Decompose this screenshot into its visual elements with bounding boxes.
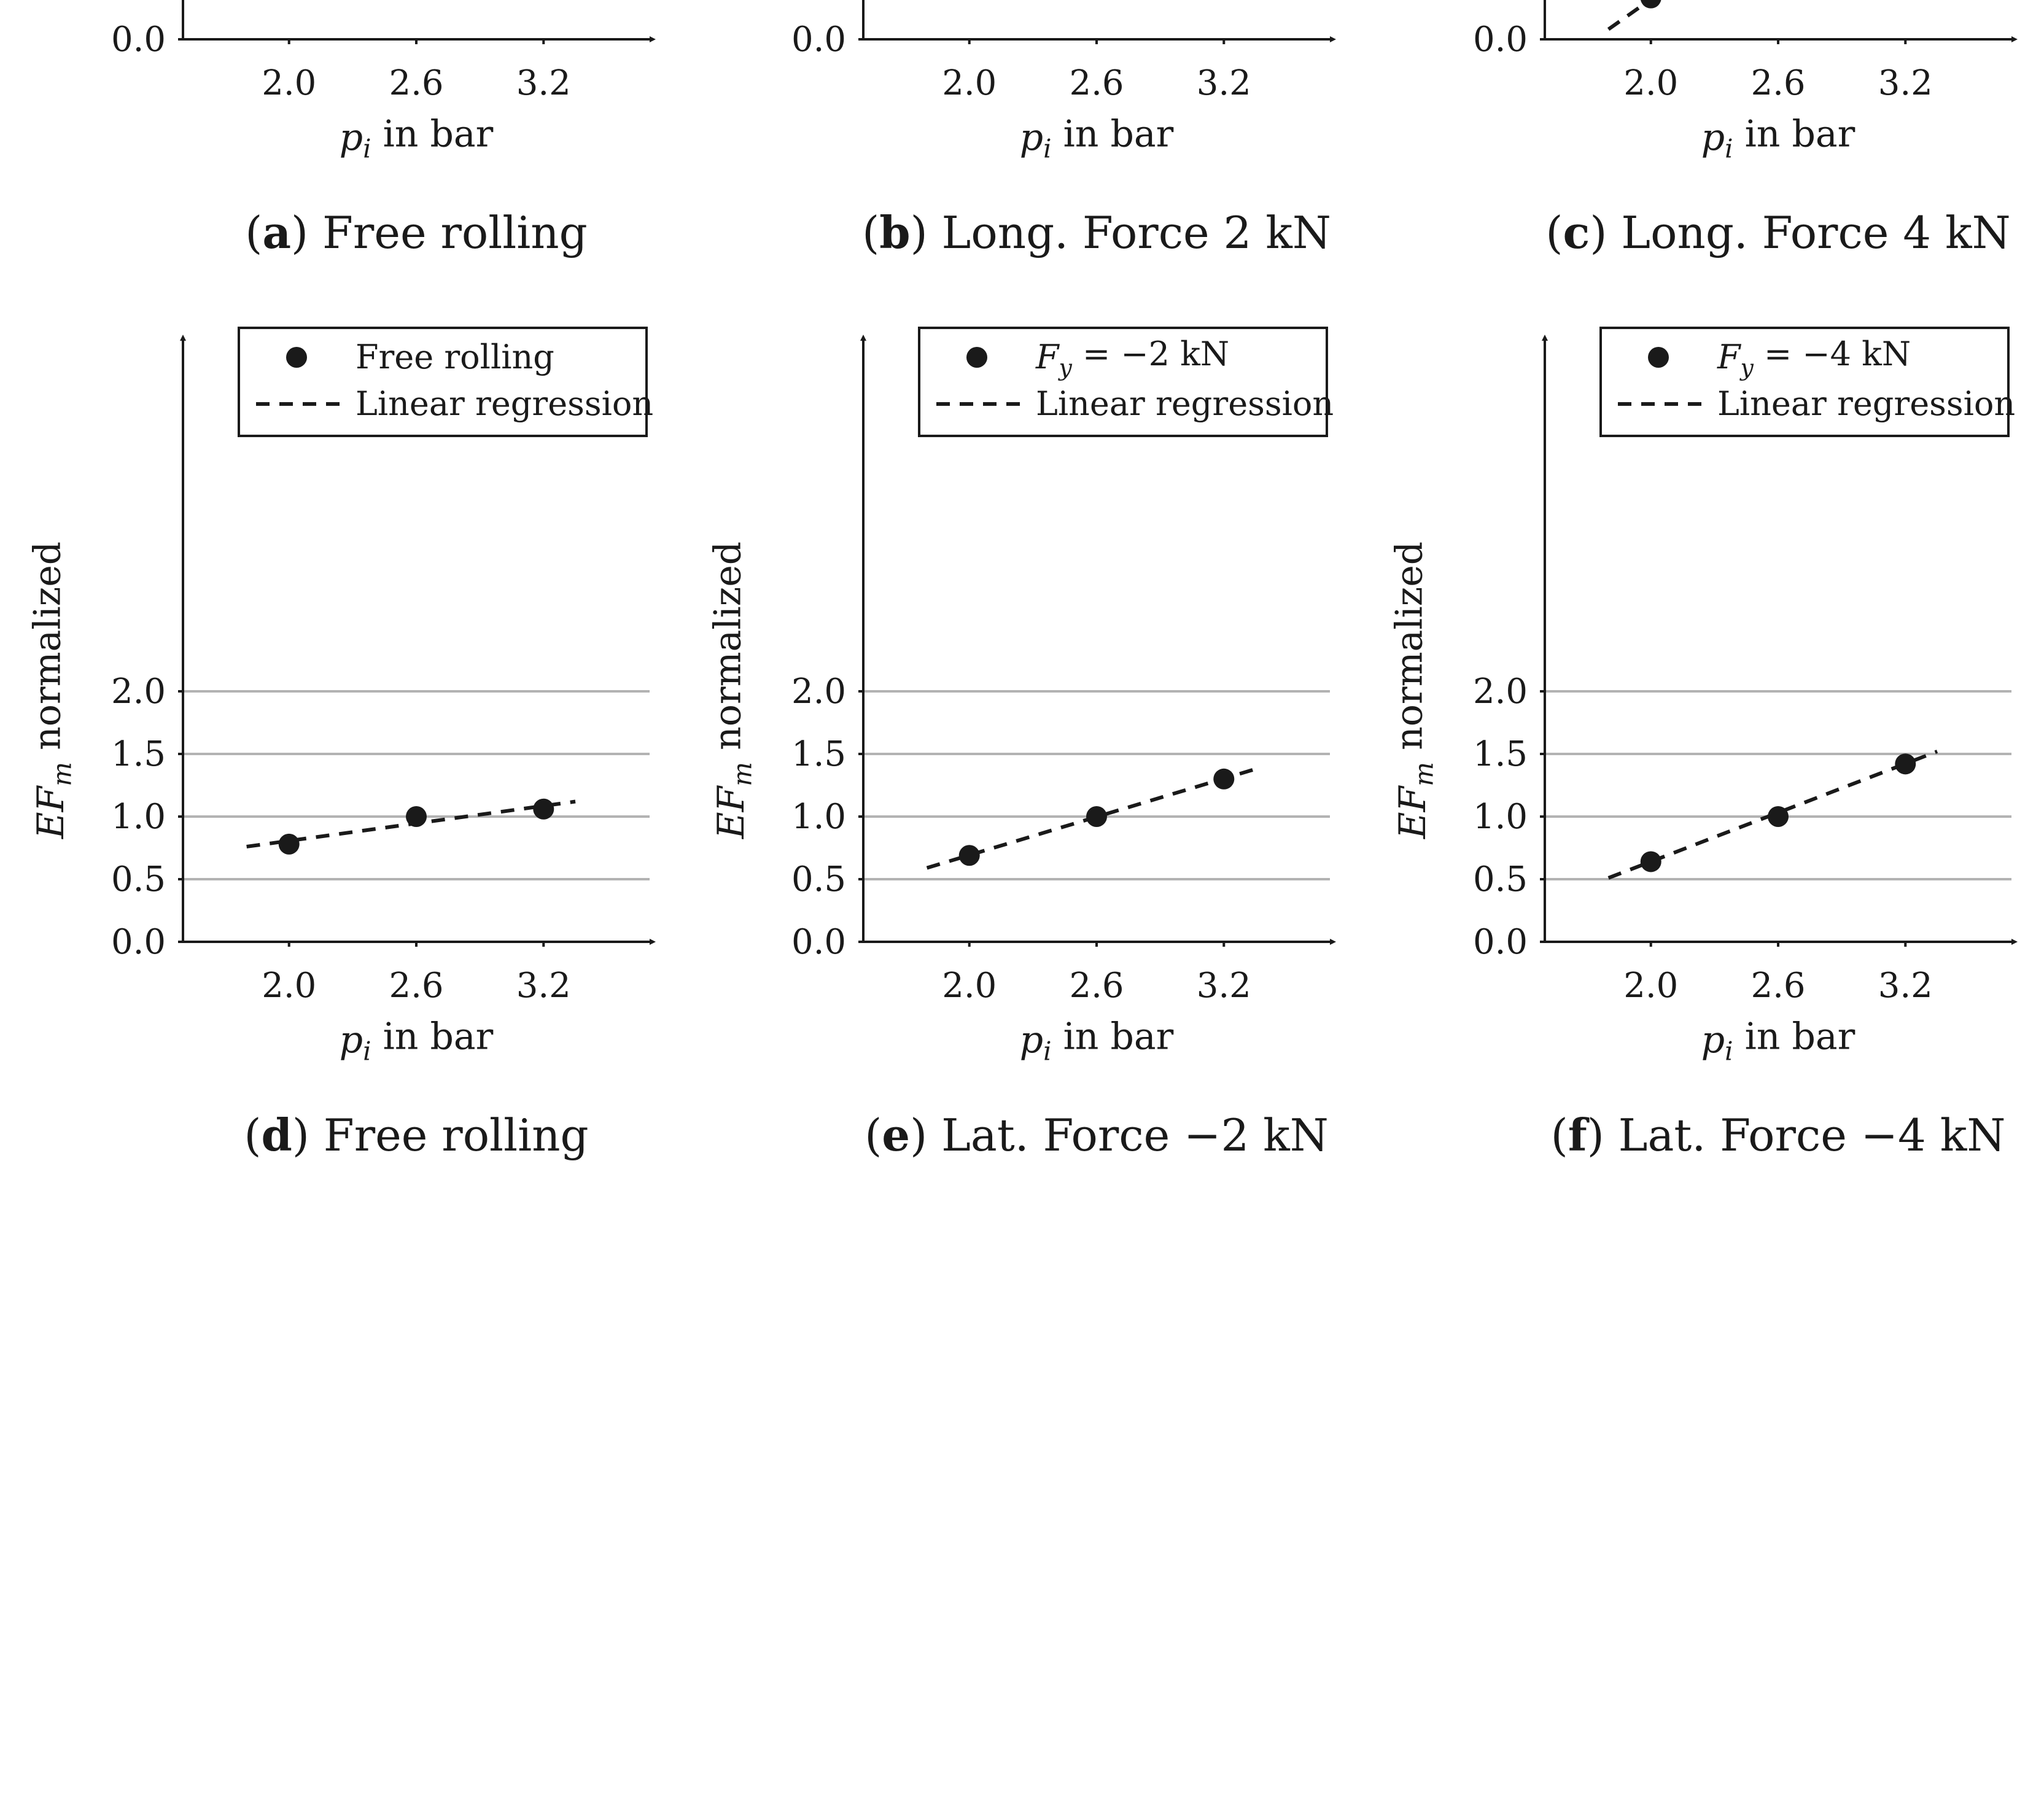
x-tick-label: 2.0	[1623, 966, 1678, 1006]
data-point	[278, 833, 300, 855]
y-tick-label: 0.0	[1473, 922, 1528, 962]
legend-point-marker	[966, 347, 987, 368]
x-tick-label: 2.6	[1751, 966, 1805, 1006]
legend-line-label: Linear regression	[1036, 384, 1334, 423]
y-tick-label: 1.0	[791, 797, 846, 837]
regression-line	[1607, 0, 1653, 31]
panel-caption: (a) Free rolling	[245, 206, 588, 258]
legend-points-label: Free rolling	[356, 338, 554, 376]
data-point	[533, 798, 554, 820]
y-tick-label: 0.5	[111, 860, 166, 899]
y-tick-label: 1.5	[1473, 734, 1528, 774]
x-tick-label: 2.0	[942, 63, 997, 103]
legend-box	[1599, 327, 2010, 437]
y-tick-label: 0.0	[791, 922, 846, 962]
x-tick-label: 3.2	[516, 63, 571, 103]
data-point	[1086, 806, 1107, 827]
legend-box	[238, 327, 648, 437]
x-tick-label: 2.0	[1623, 63, 1678, 103]
legend-point-marker	[1648, 347, 1669, 368]
x-tick-label: 3.2	[1197, 63, 1251, 103]
legend: Free rolling Linear regression	[238, 327, 653, 437]
y-tick-label: 0.0	[791, 20, 846, 60]
y-tick-label: 0.0	[1473, 20, 1528, 60]
x-tick-label: 3.2	[1878, 63, 1933, 103]
y-axis-label: EFm normalized	[1388, 542, 1439, 839]
legend-points-label: Fy = −2 kN	[1035, 335, 1229, 381]
y-tick-label: 0.0	[111, 922, 166, 962]
x-axis-label: pi in bar	[340, 113, 494, 164]
legend-box	[918, 327, 1328, 437]
y-axis-label: EFm normalized	[707, 542, 758, 839]
data-point	[958, 845, 980, 866]
x-axis-label: pi in bar	[1701, 1015, 1856, 1066]
legend-line-label: Linear regression	[356, 384, 653, 423]
panel-caption: (e) Lat. Force −2 kN	[865, 1109, 1329, 1161]
y-tick-label: 0.5	[1473, 860, 1528, 899]
data-point	[1640, 851, 1661, 872]
x-tick-label: 3.2	[1197, 966, 1251, 1006]
y-tick-label: 2.0	[111, 672, 166, 712]
legend-point-marker	[286, 347, 307, 368]
legend-points-label: Fy = −4 kN	[1717, 335, 1911, 381]
x-axis-label: pi in bar	[1701, 113, 1856, 164]
y-tick-label: 2.0	[791, 672, 846, 712]
data-point	[1895, 753, 1916, 775]
y-tick-label: 0.5	[791, 860, 846, 899]
x-tick-label: 2.6	[1751, 63, 1805, 103]
x-tick-label: 2.6	[389, 966, 443, 1006]
y-tick-label: 1.5	[791, 734, 846, 774]
chart-panel-f: 0.0 0.5 1.0 1.5 2.0 2.0 2.6 3.2 pi in bar EFm nor…	[1388, 327, 2018, 1161]
data-point	[1768, 806, 1789, 827]
panel-caption: (b) Long. Force 2 kN	[862, 206, 1331, 258]
x-axis-label: pi in bar	[340, 1015, 494, 1066]
data-point	[1213, 768, 1235, 790]
y-tick-label: 1.5	[111, 734, 166, 774]
panel-caption: (f) Lat. Force −4 kN	[1551, 1109, 2006, 1161]
chart-panel-d: 0.0 0.5 1.0 1.5 2.0 2.0 2.6 3.2 pi in bar EFm nor…	[26, 327, 656, 1161]
y-tick-label: 2.0	[1473, 672, 1528, 712]
x-tick-label: 2.6	[1069, 63, 1124, 103]
chart-panel-e: 0.0 0.5 1.0 1.5 2.0 2.0 2.6 3.2 pi in bar EFm nor…	[707, 327, 1336, 1161]
y-tick-label: 1.0	[1473, 797, 1528, 837]
x-tick-label: 3.2	[1878, 966, 1933, 1006]
panel-caption: (d) Free rolling	[244, 1109, 588, 1161]
x-tick-label: 2.0	[942, 966, 997, 1006]
x-tick-label: 2.0	[262, 966, 316, 1006]
x-axis-label: pi in bar	[1020, 113, 1174, 164]
y-axis-label: EFm normalized	[26, 542, 77, 839]
x-tick-label: 2.0	[262, 63, 316, 103]
x-tick-label: 3.2	[516, 966, 571, 1006]
panel-caption: (c) Long. Force 4 kN	[1545, 206, 2010, 258]
legend-line-label: Linear regression	[1717, 384, 2015, 423]
y-tick-label: 0.0	[111, 20, 166, 60]
data-point	[1641, 0, 1661, 9]
data-point	[406, 806, 427, 827]
x-tick-label: 2.6	[389, 63, 443, 103]
y-tick-label: 1.0	[111, 797, 166, 837]
x-axis-label: pi in bar	[1020, 1015, 1174, 1066]
x-tick-label: 2.6	[1069, 966, 1124, 1006]
